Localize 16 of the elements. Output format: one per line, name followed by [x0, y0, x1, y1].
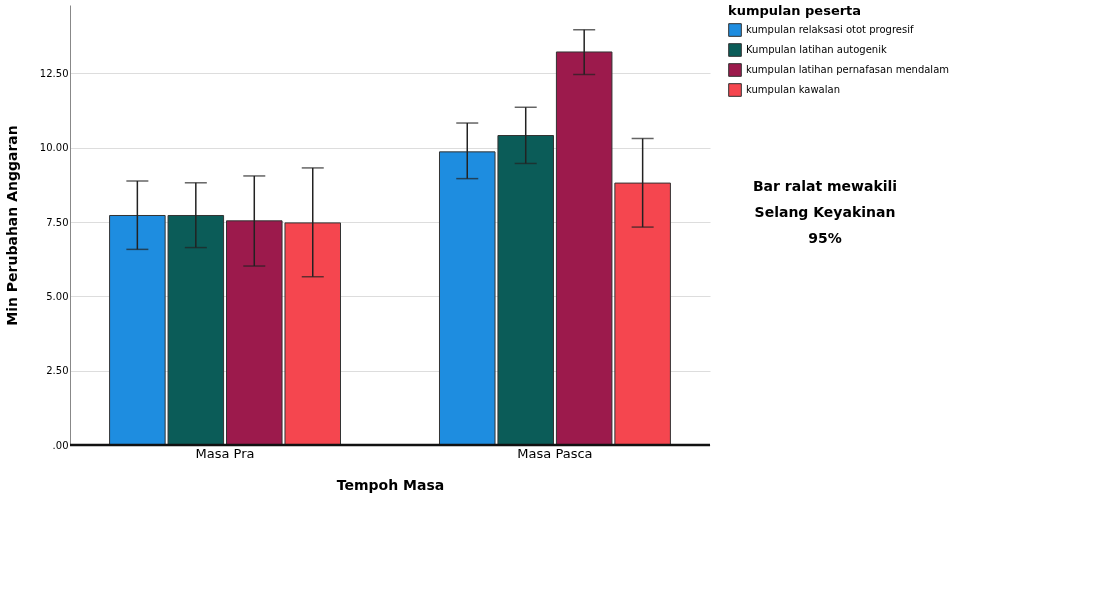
legend-label: kumpulan relaksasi otot progresif: [746, 24, 914, 35]
y-tick-label: 12.50: [39, 67, 69, 79]
x-tick-label: Masa Pra: [195, 445, 255, 461]
text: Bar ralat mewakili Selang Keyakinan 95%: [752, 178, 898, 246]
x-axis-title: Tempoh Masa: [336, 476, 445, 493]
y-tick-label: 2.50: [46, 365, 69, 377]
legend-title: kumpulan peserta: [728, 3, 862, 18]
legend-label: kumpulan latihan pernafasan mendalam: [746, 64, 950, 75]
legend-label: Kumpulan latihan autogenik: [746, 44, 887, 55]
y-axis-title: Min Perubahan Anggaran: [3, 125, 20, 326]
legend-label: kumpulan kawalan: [746, 84, 840, 95]
y-tick-label: .00: [52, 439, 69, 451]
y-tick-label: 5.00: [46, 290, 69, 302]
x-tick-label: Masa Pasca: [517, 445, 593, 461]
y-tick-label: 10.00: [39, 142, 69, 154]
y-tick-label: 7.50: [46, 216, 69, 228]
